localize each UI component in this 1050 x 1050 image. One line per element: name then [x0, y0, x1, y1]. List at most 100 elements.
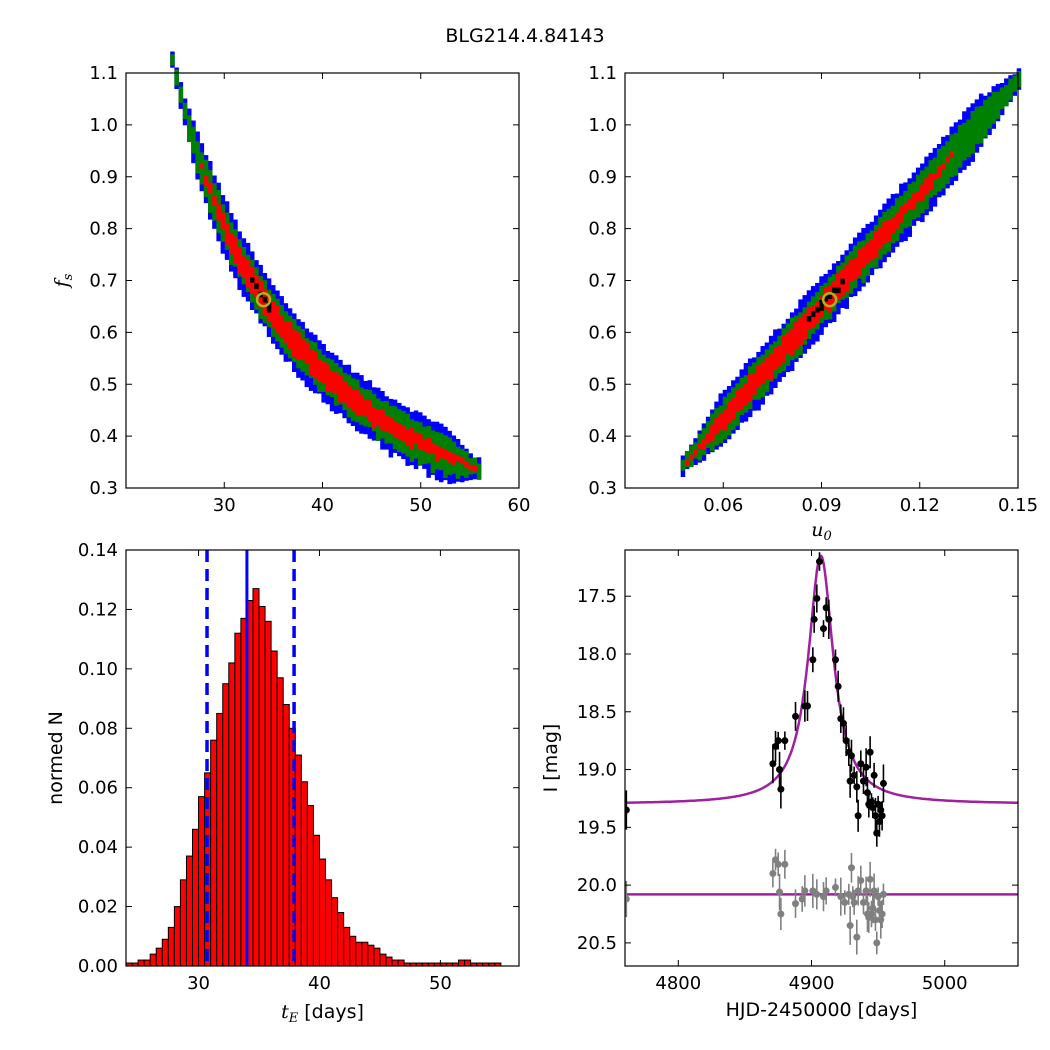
heatmap-cell	[815, 335, 820, 342]
y-tick-label: 0.7	[588, 271, 617, 292]
heatmap-cell	[705, 421, 711, 427]
heatmap-cell	[401, 430, 406, 437]
heatmap-cell	[689, 445, 694, 452]
heatmap-cell	[865, 238, 870, 245]
heatmap-cell	[890, 217, 896, 223]
heatmap-cell	[283, 356, 289, 362]
heatmap-cell	[422, 420, 427, 427]
heatmap-cell	[241, 256, 247, 262]
heatmap-cell	[739, 393, 744, 399]
heatmap-cell	[848, 256, 854, 263]
heatmap-cell	[907, 221, 912, 227]
heatmap-cell	[827, 269, 833, 276]
heatmap-cell	[756, 381, 761, 388]
heatmap-cell	[275, 295, 280, 302]
heatmap-cell	[894, 230, 900, 236]
heatmap-cell	[304, 381, 310, 388]
heatmap-cell	[722, 428, 728, 435]
heatmap-cell	[777, 355, 782, 362]
heatmap-cell	[212, 195, 217, 201]
heatmap-cell	[275, 330, 280, 337]
heatmap-cell	[405, 460, 410, 466]
heatmap-cell	[384, 438, 389, 444]
heatmap-cell	[397, 428, 402, 434]
heatmap-cell	[731, 398, 736, 404]
heatmap-cell	[773, 347, 778, 354]
heatmap-cell	[903, 235, 908, 241]
heatmap-cell	[697, 454, 702, 461]
heatmap-cell	[768, 369, 774, 375]
data-point	[813, 595, 821, 603]
heatmap-cell	[852, 263, 858, 270]
heatmap-cell	[987, 112, 992, 118]
heatmap-cell	[292, 329, 297, 336]
heatmap-cell	[878, 248, 883, 255]
heatmap-cell	[279, 342, 284, 348]
heatmap-cell	[422, 453, 427, 459]
heatmap-cell	[693, 453, 698, 459]
heatmap-cell	[936, 148, 942, 155]
heatmap-cell	[300, 349, 305, 355]
heatmap-cell	[418, 422, 423, 428]
heatmap-cell	[806, 301, 812, 308]
heatmap-cell	[936, 166, 942, 172]
heatmap-cell	[718, 437, 723, 443]
heatmap-cell	[785, 328, 791, 335]
heatmap-cell	[304, 369, 310, 376]
heatmap-cell	[789, 365, 795, 371]
heatmap-cell	[413, 415, 419, 422]
heatmap-cell	[325, 375, 331, 381]
heatmap-cell	[848, 259, 854, 265]
y-tick-label: 0.7	[89, 271, 118, 292]
heatmap-cell	[439, 471, 444, 477]
heatmap-cell	[308, 385, 314, 391]
heatmap-cell	[852, 274, 858, 280]
heatmap-cell	[819, 311, 824, 317]
heatmap-cell	[911, 187, 917, 193]
heatmap-cell	[726, 411, 732, 418]
heatmap-cell	[342, 372, 347, 379]
heatmap-cell	[266, 306, 272, 313]
heatmap-cell	[974, 99, 980, 105]
heatmap-cell	[743, 375, 749, 381]
heatmap-cell	[731, 419, 736, 425]
heatmap-cell	[882, 221, 887, 228]
heatmap-cell	[773, 377, 778, 383]
heatmap-cell	[718, 441, 723, 447]
heatmap-cell	[827, 293, 833, 299]
heatmap-cell	[212, 217, 217, 224]
heatmap-cell	[827, 276, 833, 283]
heatmap-cell	[296, 357, 301, 364]
heatmap-cell	[865, 270, 870, 276]
heatmap-cell	[978, 105, 984, 112]
heatmap-cell	[991, 91, 996, 98]
heatmap-cell	[245, 270, 251, 277]
heatmap-cell	[338, 359, 343, 366]
heatmap-cell	[974, 133, 980, 139]
heatmap-cell	[920, 184, 925, 191]
heatmap-cell	[468, 468, 473, 475]
heatmap-cell	[355, 384, 360, 391]
heatmap-cell	[823, 309, 828, 315]
heatmap-cell	[338, 386, 343, 392]
data-point	[834, 682, 842, 690]
heatmap-cell	[789, 317, 795, 323]
heatmap-cell	[350, 415, 356, 421]
heatmap-cell	[743, 394, 749, 400]
heatmap-cell	[254, 291, 259, 297]
heatmap-cell	[978, 137, 984, 144]
heatmap-cell	[932, 162, 938, 169]
heatmap-cell	[810, 301, 816, 308]
heatmap-cell	[806, 316, 812, 322]
heatmap-cell	[401, 435, 406, 442]
data-point	[777, 910, 785, 918]
heatmap-cell	[907, 204, 912, 210]
heatmap-cell	[848, 275, 854, 281]
heatmap-cell	[945, 173, 950, 179]
heatmap-cell	[823, 304, 828, 310]
axes-frame	[125, 72, 520, 489]
heatmap-cell	[212, 183, 217, 189]
heatmap-cell	[764, 362, 770, 369]
heatmap-cell	[869, 254, 875, 261]
heatmap-cell	[970, 103, 975, 109]
